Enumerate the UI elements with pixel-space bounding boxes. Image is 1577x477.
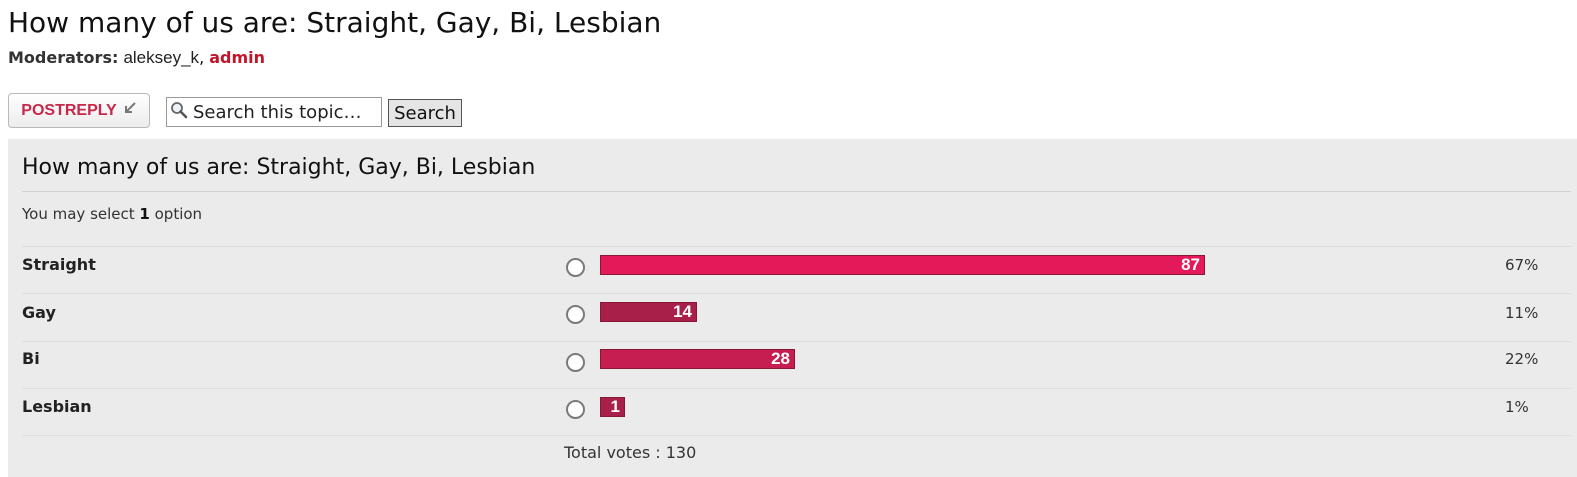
poll-vote-count: 14 [673,302,692,321]
poll-percent: 67% [1505,256,1539,274]
search-icon [169,101,191,123]
divider [22,435,1571,436]
poll-option-radio[interactable] [566,258,585,277]
moderators: Moderators: aleksey_k, admin [8,48,265,68]
moderator-separator: , [199,48,210,67]
poll-vote-count: 28 [771,349,790,368]
divider [22,388,1571,389]
moderator-link-aleksey-k[interactable]: aleksey_k [123,48,200,67]
poll-option-label: Bi [22,349,40,368]
poll-vote-count: 1 [610,397,620,416]
moderator-link-admin[interactable]: admin [209,48,266,67]
poll-info-prefix: You may select [22,205,140,223]
search-box[interactable] [166,97,382,127]
poll-option-radio[interactable] [566,353,585,372]
post-reply-button[interactable]: POSTREPLY [8,93,150,128]
divider [22,246,1571,247]
poll-percent: 22% [1505,350,1539,368]
poll-info: You may select 1 option [22,205,202,223]
moderators-label: Moderators: [8,48,119,67]
poll-option-label: Straight [22,255,96,274]
poll-result-bar: 28 [600,349,795,369]
poll-option-radio[interactable] [566,305,585,324]
poll-vote-count: 87 [1181,255,1200,274]
poll-option-label: Lesbian [22,397,92,416]
search-input[interactable] [191,101,378,123]
poll-info-suffix: option [149,205,203,223]
poll-percent: 11% [1505,304,1539,322]
poll-option-label: Gay [22,303,56,322]
post-reply-label: POSTREPLY [21,101,117,119]
poll-select-count: 1 [139,205,150,223]
divider [22,341,1571,342]
poll-panel: How many of us are: Straight, Gay, Bi, L… [8,139,1577,477]
poll-result-bar: 14 [600,302,697,322]
topic-title: How many of us are: Straight, Gay, Bi, L… [8,6,662,39]
poll-option-radio[interactable] [566,400,585,419]
reply-arrow-icon [123,101,137,120]
divider [22,191,1571,192]
search-button[interactable]: Search [388,99,462,127]
poll-total-votes: Total votes : 130 [564,443,697,462]
poll-title: How many of us are: Straight, Gay, Bi, L… [22,155,536,180]
divider [22,293,1571,294]
poll-percent: 1% [1505,398,1529,416]
poll-result-bar: 87 [600,255,1205,275]
poll-result-bar: 1 [600,397,625,417]
